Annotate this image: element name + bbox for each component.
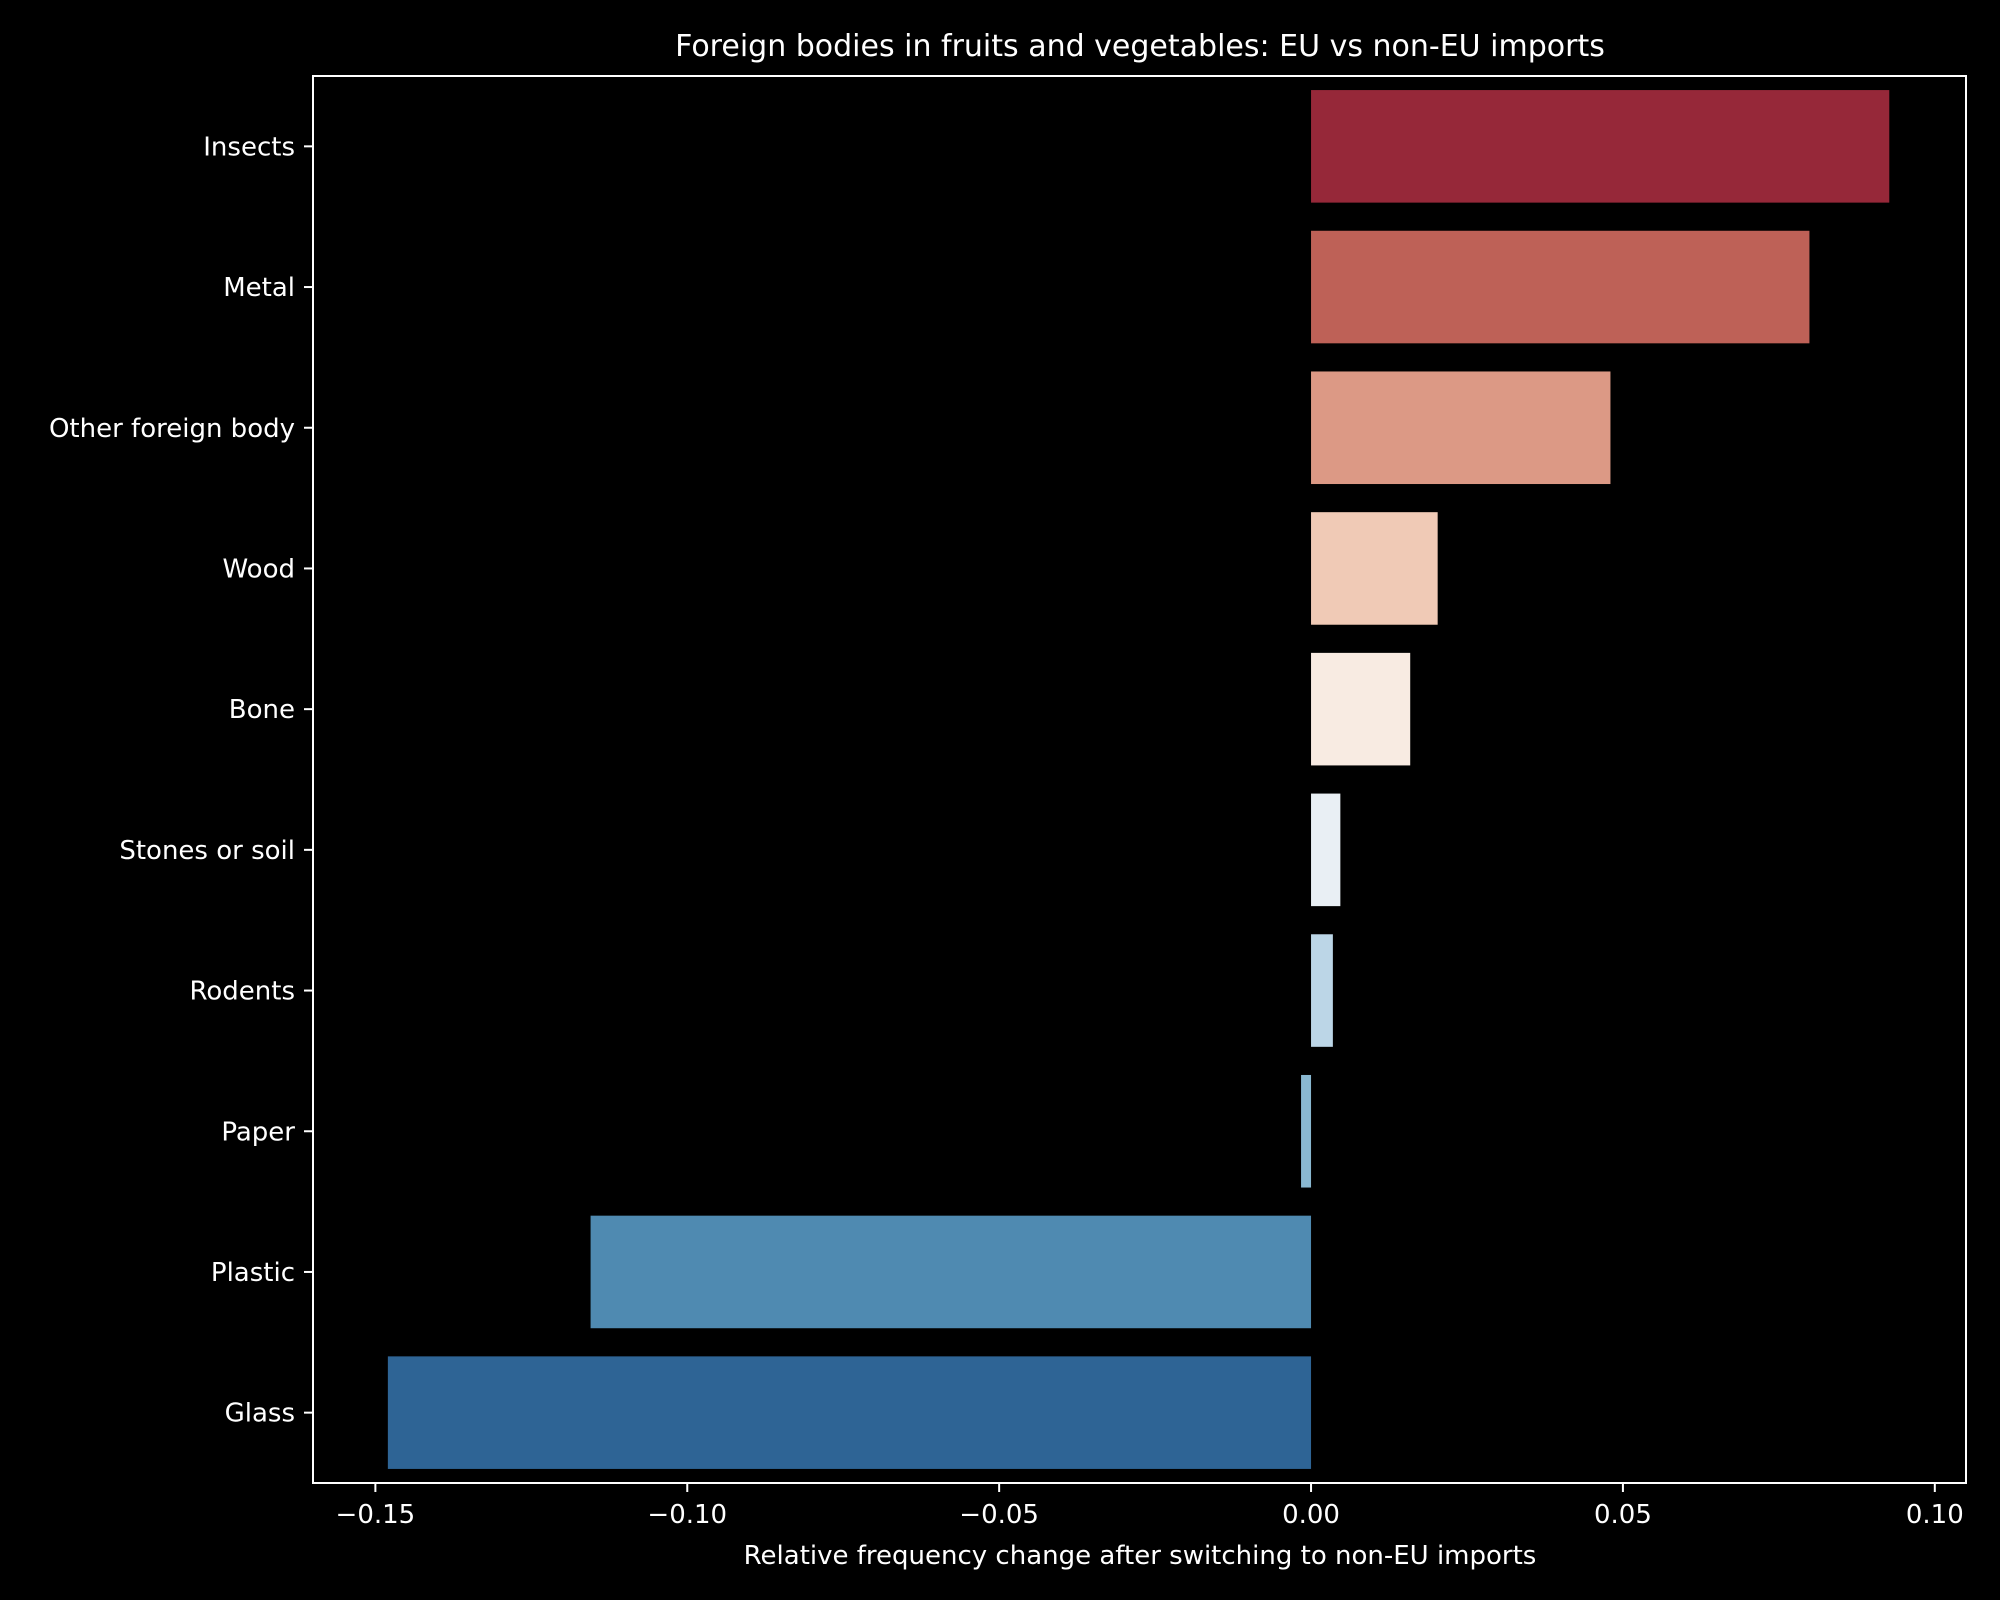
y-tick-label-insects: Insects <box>203 132 295 162</box>
x-axis-label: Relative frequency change after switchin… <box>744 1541 1537 1571</box>
y-tick-label-paper: Paper <box>221 1117 295 1147</box>
y-tick-label-other-foreign-body: Other foreign body <box>49 414 295 444</box>
y-tick-label-plastic: Plastic <box>211 1258 295 1288</box>
bars-group <box>387 90 1890 1469</box>
bar-glass <box>387 1356 1312 1469</box>
y-axis-ticks: Insects Metal Other foreign body Wood Bone St… <box>49 132 313 1429</box>
x-axis-ticks: −0.15 −0.10 −0.05 0.00 0.05 0.10 <box>336 1483 1964 1530</box>
bar-stones-or-soil <box>1311 793 1341 907</box>
bar-bone <box>1311 652 1411 766</box>
bar-paper <box>1301 1074 1312 1188</box>
x-tick-label: −0.10 <box>647 1500 727 1530</box>
x-tick-label: −0.15 <box>336 1500 416 1530</box>
bar-other-foreign-body <box>1311 371 1611 485</box>
bar-metal <box>1311 230 1810 344</box>
x-tick-label: 0.10 <box>1906 1500 1964 1530</box>
y-tick-label-wood: Wood <box>222 554 295 584</box>
y-tick-label-rodents: Rodents <box>189 977 295 1007</box>
bar-wood <box>1311 512 1438 625</box>
x-tick-label: 0.00 <box>1282 1500 1340 1530</box>
plot-frame <box>312 75 1967 1484</box>
y-tick-label-glass: Glass <box>225 1399 295 1429</box>
y-tick-label-bone: Bone <box>229 695 295 725</box>
bar-insects <box>1311 90 1890 203</box>
y-tick-label-metal: Metal <box>223 273 295 303</box>
x-tick-label: 0.05 <box>1594 1500 1652 1530</box>
chart-title: Foreign bodies in fruits and vegetables:… <box>675 29 1605 64</box>
bar-rodents <box>1311 934 1333 1047</box>
bar-plastic <box>590 1215 1312 1329</box>
y-tick-label-stones-or-soil: Stones or soil <box>119 836 295 866</box>
x-tick-label: −0.05 <box>959 1500 1039 1530</box>
